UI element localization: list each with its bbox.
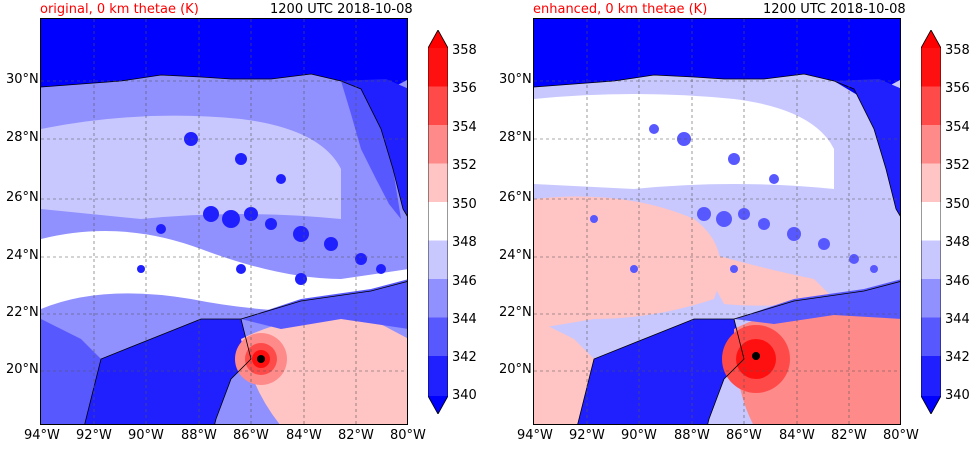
y-tick-20n: 20°N [6,362,39,377]
cb-label-346: 346 [452,274,477,289]
cb-label-358: 358 [945,43,970,58]
y-tick-20n: 20°N [499,362,532,377]
caribbean-warm-area [241,316,407,424]
thetae-map-enhanced [533,18,901,425]
cb-label-340: 340 [452,388,477,403]
hurricane-core [235,333,287,385]
x-tick-88w: 88°W [181,428,217,443]
x-tick-80w: 80°W [390,428,426,443]
y-tick-28n: 28°N [499,130,532,145]
map-canvas [41,19,407,424]
x-tick-94w: 94°W [517,428,553,443]
convection-cells [137,132,386,285]
y-tick-22n: 22°N [6,305,39,320]
x-tick-86w: 86°W [726,428,762,443]
x-tick-90w: 90°W [621,428,657,443]
cb-label-344: 344 [945,312,970,327]
colorbar-over-arrow [921,30,941,48]
gulf-warm-central [694,249,834,306]
x-tick-92w: 92°W [569,428,605,443]
cb-label-356: 356 [945,81,970,96]
cb-label-342: 342 [945,350,970,365]
cb-label-346: 346 [945,274,970,289]
panel-timestamp: 1200 UTC 2018-10-08 [270,2,413,17]
cb-label-358: 358 [452,43,477,58]
cb-label-352: 352 [452,158,477,173]
gulf-warm-west [534,196,721,329]
x-tick-82w: 82°W [338,428,374,443]
y-tick-24n: 24°N [6,248,39,263]
colorbar [921,30,941,414]
gulf-light-band [41,115,341,219]
cb-label-348: 348 [945,235,970,250]
graticule [41,19,407,424]
y-tick-30n: 30°N [499,72,532,87]
cuba-cool-band [734,279,900,324]
cb-label-350: 350 [452,197,477,212]
mexico-land [534,319,594,424]
y-tick-26n: 26°N [6,190,39,205]
cb-label-344: 344 [452,312,477,327]
y-tick-24n: 24°N [499,248,532,263]
x-tick-82w: 82°W [831,428,867,443]
thetae-map-original [40,18,408,425]
x-tick-80w: 80°W [883,428,919,443]
colorbar-under-arrow [921,396,941,414]
yucatan-land [577,319,744,424]
cb-label-352: 352 [945,158,970,173]
map-canvas [534,19,900,424]
panel-timestamp: 1200 UTC 2018-10-08 [763,2,906,17]
x-tick-84w: 84°W [779,428,815,443]
x-tick-90w: 90°W [128,428,164,443]
convection-cells [590,124,878,273]
y-tick-28n: 28°N [6,130,39,145]
x-tick-88w: 88°W [674,428,710,443]
cb-label-340: 340 [945,388,970,403]
colorbar [428,30,448,414]
graticule [534,19,900,424]
panel-title: original, 0 km thetae (K) [40,2,199,17]
florida-land [834,79,900,216]
mexico-land [41,319,101,424]
y-tick-30n: 30°N [6,72,39,87]
y-tick-22n: 22°N [499,305,532,320]
cb-label-342: 342 [452,350,477,365]
yucatan-land [84,319,251,424]
x-tick-86w: 86°W [233,428,269,443]
x-tick-92w: 92°W [76,428,112,443]
cb-label-350: 350 [945,197,970,212]
florida-land [341,79,407,216]
colorbar-under-arrow [428,396,448,414]
cb-label-356: 356 [452,81,477,96]
gulf-white-band [41,231,407,313]
panel-enhanced: enhanced, 0 km thetae (K) 1200 UTC 2018-… [493,0,972,449]
colorbar-over-arrow [428,30,448,48]
y-tick-26n: 26°N [499,190,532,205]
panel-title: enhanced, 0 km thetae (K) [533,2,708,17]
x-tick-84w: 84°W [286,428,322,443]
cb-label-348: 348 [452,235,477,250]
panel-original: original, 0 km thetae (K) 1200 UTC 2018-… [6,2,477,443]
cb-label-354: 354 [452,120,477,135]
hurricane-core [722,325,790,393]
x-tick-94w: 94°W [24,428,60,443]
coastlines [534,73,900,424]
coastlines [41,73,407,424]
cb-label-354: 354 [945,120,970,135]
